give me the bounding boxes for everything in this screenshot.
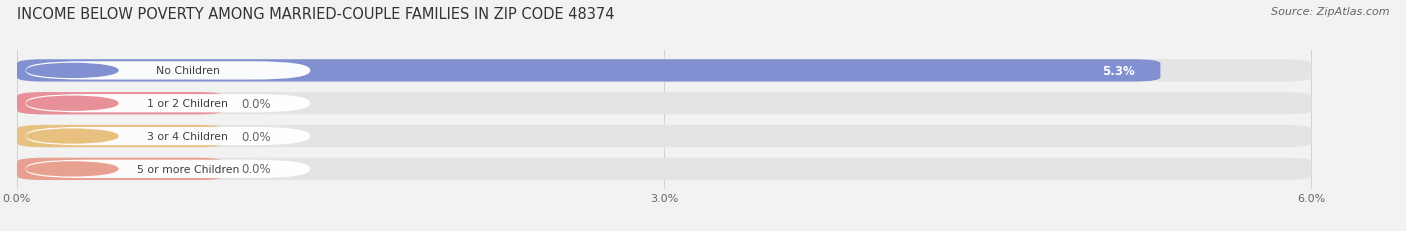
Text: INCOME BELOW POVERTY AMONG MARRIED-COUPLE FAMILIES IN ZIP CODE 48374: INCOME BELOW POVERTY AMONG MARRIED-COUPL…	[17, 7, 614, 22]
Text: 3 or 4 Children: 3 or 4 Children	[148, 131, 228, 141]
FancyBboxPatch shape	[17, 158, 224, 180]
FancyBboxPatch shape	[17, 158, 1312, 180]
Circle shape	[27, 162, 118, 176]
Circle shape	[27, 97, 118, 111]
Text: 1 or 2 Children: 1 or 2 Children	[148, 99, 228, 109]
FancyBboxPatch shape	[25, 160, 311, 178]
FancyBboxPatch shape	[17, 60, 1312, 82]
FancyBboxPatch shape	[17, 125, 1312, 148]
Text: Source: ZipAtlas.com: Source: ZipAtlas.com	[1271, 7, 1389, 17]
Circle shape	[27, 64, 118, 78]
Text: 5.3%: 5.3%	[1102, 65, 1135, 78]
Text: 5 or more Children: 5 or more Children	[136, 164, 239, 174]
Text: No Children: No Children	[156, 66, 219, 76]
FancyBboxPatch shape	[17, 93, 1312, 115]
Text: 0.0%: 0.0%	[242, 163, 271, 176]
FancyBboxPatch shape	[17, 60, 1160, 82]
Circle shape	[27, 130, 118, 143]
Text: 0.0%: 0.0%	[242, 97, 271, 110]
Text: 0.0%: 0.0%	[242, 130, 271, 143]
FancyBboxPatch shape	[25, 127, 311, 146]
FancyBboxPatch shape	[25, 95, 311, 113]
FancyBboxPatch shape	[17, 93, 224, 115]
FancyBboxPatch shape	[25, 62, 311, 80]
FancyBboxPatch shape	[17, 125, 224, 148]
